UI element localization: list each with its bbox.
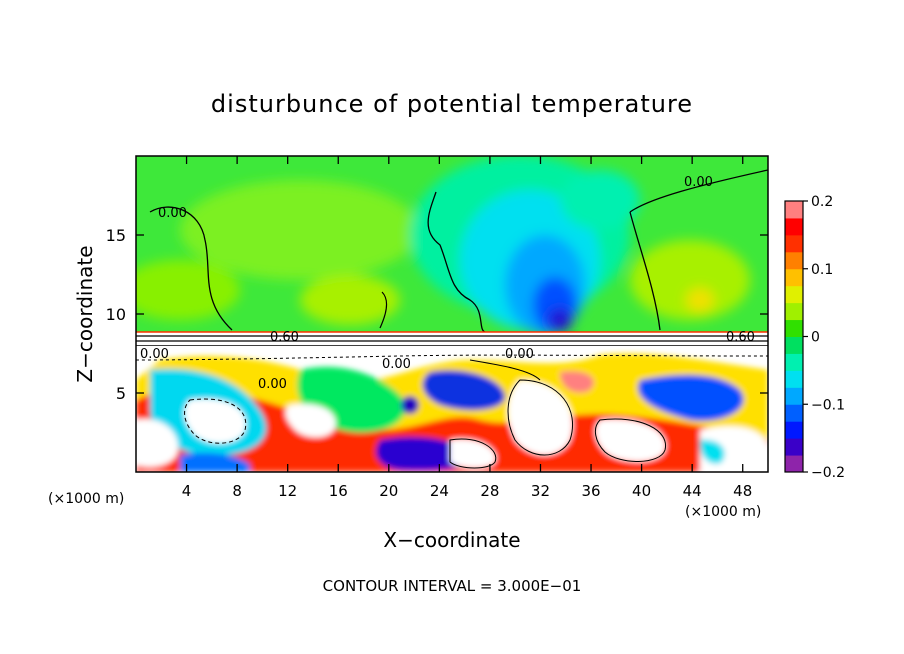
colorbar-tick-label: 0.1 (811, 262, 833, 278)
x-tick-label: 28 (480, 482, 499, 500)
colorbar-swatch (785, 251, 803, 270)
x-tick-label: 40 (632, 482, 651, 500)
colorbar-swatch (785, 421, 803, 439)
contour-label: 0.60 (270, 330, 299, 345)
contour-label: 0.60 (726, 330, 755, 345)
colorbar-swatch (785, 285, 803, 304)
x-unit-left: (×1000 m) (48, 491, 124, 507)
x-unit-right: (×1000 m) (685, 504, 761, 520)
colorbar-tick-label: 0.2 (811, 194, 833, 210)
x-tick-label: 48 (733, 482, 752, 500)
colorbar-tick-label: −0.1 (811, 397, 845, 413)
x-tick-label: 32 (531, 482, 550, 500)
colorbar-tick-label: −0.2 (811, 465, 845, 481)
x-tick-label: 12 (278, 482, 297, 500)
colorbar: 0.2 0.1 0 −0.1 −0.2 (784, 194, 845, 481)
contour-interval-note: CONTOUR INTERVAL = 3.000E−01 (323, 577, 582, 595)
contour-label: 0.00 (684, 175, 713, 190)
x-tick-label: 44 (683, 482, 702, 500)
colorbar-swatch (785, 353, 803, 371)
x-axis: 4 8 12 16 20 24 28 32 36 40 44 48 (182, 156, 752, 500)
x-tick-label: 36 (581, 482, 600, 500)
x-tick-label: 20 (379, 482, 398, 500)
plot-area: 0.00 0.00 0.60 0.60 0.00 0.00 0.00 0.00 (136, 156, 768, 472)
colorbar-swatch (785, 438, 803, 456)
colorbar-swatch (785, 201, 803, 219)
chart-title: disturbunce of potential temperature (211, 90, 693, 118)
x-axis-label: X−coordinate (383, 528, 520, 552)
colorbar-swatch (785, 217, 803, 236)
x-tick-label: 24 (430, 482, 449, 500)
colorbar-swatch (785, 302, 803, 321)
colorbar-swatch (785, 268, 803, 287)
colorbar-tick-label: 0 (811, 330, 820, 346)
colorbar-swatch (785, 404, 803, 422)
colorbar-swatch (785, 370, 803, 388)
x-tick-label: 16 (329, 482, 348, 500)
y-tick-label: 10 (106, 305, 126, 324)
y-tick-label: 5 (116, 384, 126, 403)
x-tick-label: 8 (232, 482, 242, 500)
y-axis: 5 10 15 (106, 226, 768, 403)
y-tick-label: 15 (106, 226, 126, 245)
colorbar-swatch (785, 387, 803, 405)
contour-label: 0.00 (140, 347, 169, 362)
colorbar-swatch (785, 455, 803, 473)
x-tick-label: 4 (182, 482, 192, 500)
contour-label: 0.00 (505, 347, 534, 362)
colorbar-swatch (785, 319, 803, 337)
y-axis-label: Z−coordinate (73, 245, 97, 382)
contour-label: 0.00 (158, 206, 187, 221)
contour-label: 0.00 (382, 357, 411, 372)
contour-label: 0.00 (258, 377, 287, 392)
colorbar-swatch (785, 234, 803, 253)
colorbar-swatch (785, 336, 803, 354)
